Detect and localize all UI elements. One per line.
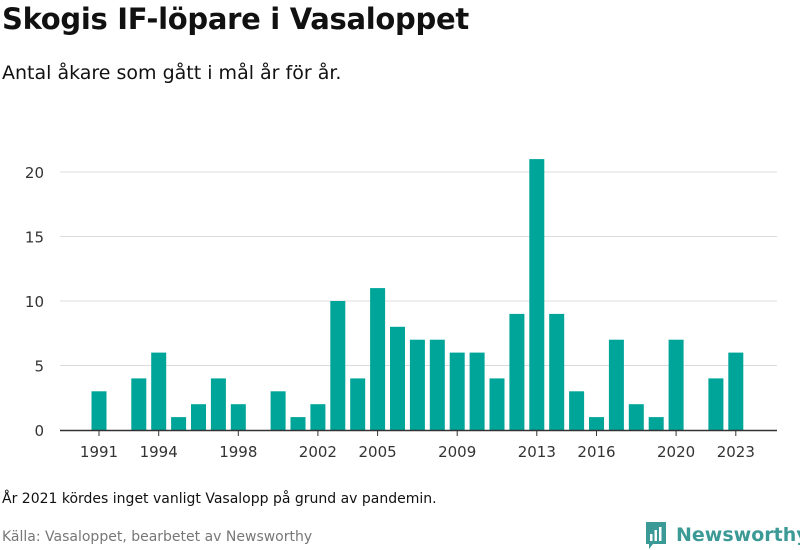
newsworthy-icon xyxy=(646,522,666,549)
bar xyxy=(589,417,604,430)
y-tick-label: 20 xyxy=(25,164,44,182)
y-tick-label: 5 xyxy=(34,358,44,376)
bar xyxy=(151,352,167,430)
x-tick-label: 2020 xyxy=(657,443,695,461)
x-tick-label: 2002 xyxy=(299,443,337,461)
x-tick-label: 2016 xyxy=(577,443,615,461)
x-tick-label: 2013 xyxy=(518,443,556,461)
bar xyxy=(648,417,664,430)
bar xyxy=(290,417,306,430)
bar xyxy=(489,378,505,430)
y-tick-label: 10 xyxy=(25,293,44,311)
bar xyxy=(230,404,246,430)
bar xyxy=(708,378,724,430)
bar xyxy=(409,339,425,430)
bar xyxy=(569,391,585,430)
y-tick-label: 0 xyxy=(34,422,44,440)
x-tick-label: 1998 xyxy=(219,443,257,461)
bar xyxy=(668,339,684,430)
bar xyxy=(370,288,386,430)
bar xyxy=(429,339,445,430)
bar xyxy=(270,391,286,430)
bar xyxy=(509,313,525,430)
x-tick-label: 1994 xyxy=(140,443,178,461)
bar xyxy=(171,417,187,430)
bar xyxy=(728,352,744,430)
bar xyxy=(469,352,485,430)
x-tick-label: 1991 xyxy=(80,443,118,461)
chart-source: Källa: Vasaloppet, bearbetet av Newswort… xyxy=(2,529,313,545)
x-tick-label: 2005 xyxy=(359,443,397,461)
bar xyxy=(608,339,624,430)
bar xyxy=(350,378,366,430)
bar xyxy=(449,352,465,430)
bar xyxy=(529,159,545,430)
bar-chart: 0 5 10 15 20 1991 1994 1998 2002 2005 2009 2013 2016… xyxy=(25,159,777,461)
newsworthy-logo[interactable]: Newsworthy xyxy=(644,520,800,550)
bar xyxy=(91,391,107,430)
bar xyxy=(191,404,206,430)
bar xyxy=(310,404,326,430)
bar xyxy=(549,313,565,430)
bar xyxy=(131,378,147,430)
x-tick-label: 2009 xyxy=(438,443,476,461)
brand-name: Newsworthy xyxy=(676,524,800,546)
chart-subtitle: Antal åkare som gått i mål år för år. xyxy=(2,62,342,84)
bar xyxy=(210,378,226,430)
chart-title: Skogis IF-löpare i Vasaloppet xyxy=(2,2,469,36)
bar xyxy=(390,326,405,430)
y-tick-label: 15 xyxy=(25,229,44,247)
chart-note: År 2021 kördes inget vanligt Vasalopp på… xyxy=(2,491,437,507)
bar xyxy=(628,404,644,430)
bar xyxy=(330,301,346,430)
x-tick-label: 2023 xyxy=(717,443,755,461)
